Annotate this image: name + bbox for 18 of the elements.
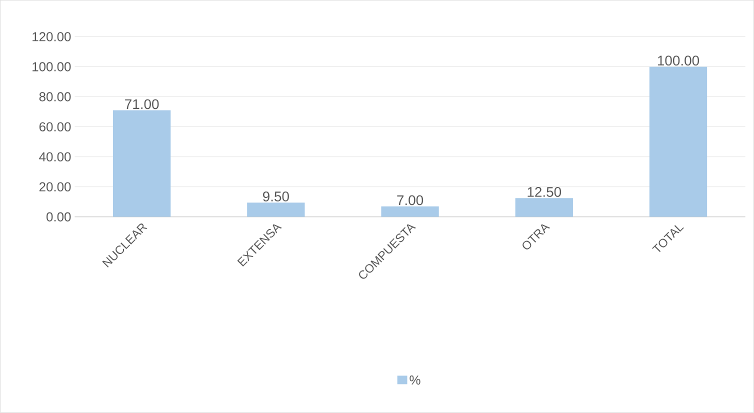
- y-tick-label: 20.00: [39, 182, 71, 192]
- y-tick-label: 100.00: [32, 62, 71, 72]
- bar: [649, 66, 708, 218]
- y-tick-label: 40.00: [39, 152, 71, 162]
- bar: [112, 110, 171, 218]
- bar: [247, 202, 305, 218]
- legend-label: %: [410, 376, 420, 385]
- bar: [515, 198, 573, 218]
- data-label: 12.50: [528, 187, 562, 198]
- y-tick-label: 60.00: [39, 122, 71, 132]
- y-tick-label: 120.00: [32, 32, 71, 42]
- data-label: 71.00: [125, 99, 159, 110]
- data-label: 9.50: [263, 192, 289, 202]
- data-label: 100.00: [658, 56, 700, 66]
- data-label: 7.00: [397, 195, 424, 206]
- y-tick-label: 80.00: [39, 92, 71, 102]
- y-tick-label: 0.00: [46, 212, 71, 222]
- bar: [381, 206, 439, 218]
